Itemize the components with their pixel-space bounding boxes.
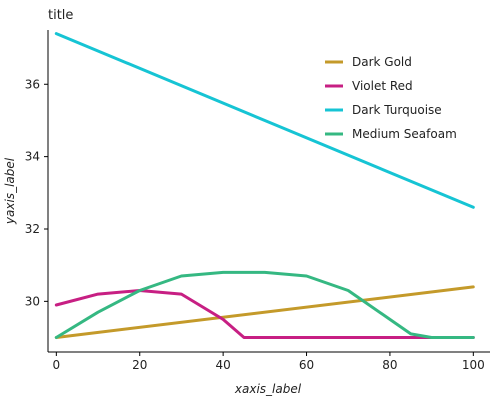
legend-label-dark-turquoise: Dark Turquoise: [352, 103, 442, 117]
axis-ticks: 0 20 40 60 80 100 30 32 34 36: [25, 77, 485, 372]
x-tick-label-100: 100: [462, 358, 485, 372]
x-axis-label: xaxis_label: [234, 382, 302, 396]
series-line-dark-gold: [54, 285, 475, 339]
legend: Dark Gold Violet Red Dark Turquoise Medium …: [325, 55, 457, 141]
chart-title: title: [48, 8, 73, 23]
x-tick-label-80: 80: [382, 358, 397, 372]
x-tick-label-60: 60: [299, 358, 314, 372]
series-line-dark-turquoise: [54, 32, 475, 209]
y-axis-label: yaxis_label: [3, 157, 17, 225]
y-tick-label-32: 32: [25, 222, 40, 236]
series-lines: [54, 32, 475, 339]
y-tick-label-34: 34: [25, 150, 40, 164]
legend-label-medium-seafoam: Medium Seafoam: [352, 127, 457, 141]
series-line-violet-red: [54, 289, 475, 339]
x-tick-label-40: 40: [215, 358, 230, 372]
legend-label-dark-gold: Dark Gold: [352, 55, 412, 69]
series-line-medium-seafoam: [54, 270, 475, 339]
x-tick-label-0: 0: [53, 358, 61, 372]
y-tick-label-36: 36: [25, 77, 40, 91]
x-tick-label-20: 20: [132, 358, 147, 372]
legend-label-violet-red: Violet Red: [352, 79, 413, 93]
y-tick-label-30: 30: [25, 294, 40, 308]
